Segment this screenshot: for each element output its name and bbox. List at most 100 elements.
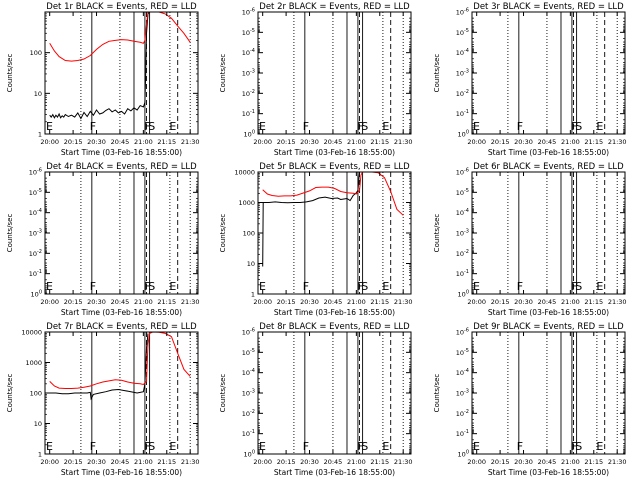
x-tick-label: 20:30 <box>87 298 106 306</box>
y-tick-label: 10-2 <box>242 409 255 418</box>
events-series-line <box>49 333 149 401</box>
event-marker-label: E <box>596 120 603 133</box>
event-marker-label: F <box>303 120 309 133</box>
event-marker-label: E <box>46 280 53 293</box>
event-marker-label: F <box>90 280 96 293</box>
chart-panel-8: Det 8r BLACK = Events, RED = LLD Start Ti… <box>219 322 413 477</box>
event-marker-label: F <box>90 440 96 453</box>
x-tick-label: 20:45 <box>324 458 343 466</box>
y-tick-label: 10-5 <box>456 188 469 197</box>
chart-title: Det 9r BLACK = Events, RED = LLD <box>473 322 624 332</box>
y-axis-label: Counts/sec <box>219 214 227 253</box>
chart-panel-7: Det 7r BLACK = Events, RED = LLD Start Ti… <box>6 322 200 477</box>
chart-title: Det 3r BLACK = Events, RED = LLD <box>473 2 624 12</box>
x-axis-label: Start Time (03-Feb-16 18:55:00) <box>274 148 395 157</box>
x-tick-label: 20:15 <box>64 138 83 146</box>
x-tick-label: 20:30 <box>514 458 533 466</box>
x-tick-label: 20:00 <box>467 298 486 306</box>
x-tick-label: 20:15 <box>277 458 296 466</box>
y-axis-label: Counts/sec <box>6 374 14 413</box>
event-marker-label: S <box>575 440 582 453</box>
y-axis-label: Counts/sec <box>433 54 441 93</box>
event-marker-label: S <box>575 120 582 133</box>
event-marker-label: F <box>517 440 523 453</box>
event-marker-label: E <box>382 440 389 453</box>
events-series-line <box>49 11 150 120</box>
y-tick-label: 10-6 <box>456 168 469 177</box>
event-marker-label: S <box>148 280 155 293</box>
x-axis-label: Start Time (03-Feb-16 18:55:00) <box>488 468 609 477</box>
x-tick-label: 21:15 <box>370 458 389 466</box>
event-marker-label: F <box>357 440 363 453</box>
x-tick-label: 21:00 <box>561 458 580 466</box>
x-tick-label: 21:15 <box>157 458 176 466</box>
chart-panel-2: Det 2r BLACK = Events, RED = LLD Start Ti… <box>219 2 413 157</box>
y-tick-label: 100 <box>243 230 255 238</box>
y-tick-label: 1000 <box>238 199 255 207</box>
event-marker-label: F <box>571 440 577 453</box>
x-tick-label: 21:15 <box>584 138 603 146</box>
y-tick-label: 10-3 <box>242 69 255 78</box>
x-tick-label: 21:15 <box>157 298 176 306</box>
y-tick-label: 10-2 <box>456 409 469 418</box>
x-tick-label: 21:30 <box>608 458 627 466</box>
y-tick-label: 10 <box>34 420 42 428</box>
x-tick-label: 21:00 <box>347 298 366 306</box>
event-marker-label: F <box>571 120 577 133</box>
x-tick-label: 20:30 <box>300 138 319 146</box>
chart-title: Det 2r BLACK = Events, RED = LLD <box>259 2 410 12</box>
y-tick-label: 100 <box>458 450 469 459</box>
x-tick-label: 20:30 <box>514 138 533 146</box>
chart-title: Det 5r BLACK = Events, RED = LLD <box>259 162 410 172</box>
event-marker-label: F <box>517 120 523 133</box>
y-tick-label: 100 <box>31 290 42 299</box>
x-tick-label: 21:30 <box>394 458 413 466</box>
y-tick-label: 10-4 <box>242 368 255 377</box>
x-tick-label: 21:30 <box>394 138 413 146</box>
plot-frame <box>44 11 199 135</box>
chart-panel-4: Det 4r BLACK = Events, RED = LLD Start Ti… <box>6 162 200 317</box>
x-axis-label: Start Time (03-Feb-16 18:55:00) <box>61 308 182 317</box>
y-tick-label: 10 <box>247 260 255 268</box>
x-tick-label: 20:15 <box>277 138 296 146</box>
chart-panel-9: Det 9r BLACK = Events, RED = LLD Start Ti… <box>433 322 627 477</box>
x-tick-label: 21:00 <box>134 298 153 306</box>
x-tick-label: 21:30 <box>608 298 627 306</box>
x-tick-label: 21:30 <box>181 298 200 306</box>
y-tick-label: 10-1 <box>29 269 42 278</box>
y-axis-label: Counts/sec <box>219 374 227 413</box>
y-tick-label: 10-1 <box>456 269 469 278</box>
x-tick-label: 21:15 <box>584 458 603 466</box>
y-tick-label: 10-2 <box>29 249 42 258</box>
lld-series-line <box>49 11 191 62</box>
x-tick-label: 21:00 <box>561 298 580 306</box>
event-marker-label: F <box>517 280 523 293</box>
x-tick-label: 20:00 <box>40 138 59 146</box>
x-tick-label: 20:30 <box>87 458 106 466</box>
event-marker-label: S <box>575 280 582 293</box>
event-marker-label: E <box>382 280 389 293</box>
event-marker-label: E <box>473 280 480 293</box>
chart-panel-1: Det 1r BLACK = Events, RED = LLD Start Ti… <box>6 2 200 157</box>
event-marker-label: E <box>596 440 603 453</box>
y-tick-label: 10-3 <box>456 389 469 398</box>
y-tick-label: 10-5 <box>242 28 255 37</box>
y-tick-label: 10-1 <box>456 109 469 118</box>
y-tick-label: 10-4 <box>29 208 42 217</box>
y-tick-label: 1 <box>251 291 255 299</box>
x-tick-label: 20:45 <box>538 458 557 466</box>
y-tick-label: 100 <box>458 130 469 139</box>
x-axis-label: Start Time (03-Feb-16 18:55:00) <box>61 148 182 157</box>
event-marker-label: E <box>473 440 480 453</box>
x-tick-label: 20:30 <box>87 138 106 146</box>
y-tick-label: 10-5 <box>456 28 469 37</box>
y-tick-label: 10-3 <box>29 229 42 238</box>
x-tick-label: 20:15 <box>277 298 296 306</box>
x-axis-label: Start Time (03-Feb-16 18:55:00) <box>488 148 609 157</box>
x-tick-label: 21:15 <box>370 138 389 146</box>
y-tick-label: 10-2 <box>456 249 469 258</box>
x-tick-label: 21:00 <box>561 138 580 146</box>
x-tick-label: 21:30 <box>394 298 413 306</box>
x-tick-label: 21:00 <box>134 138 153 146</box>
